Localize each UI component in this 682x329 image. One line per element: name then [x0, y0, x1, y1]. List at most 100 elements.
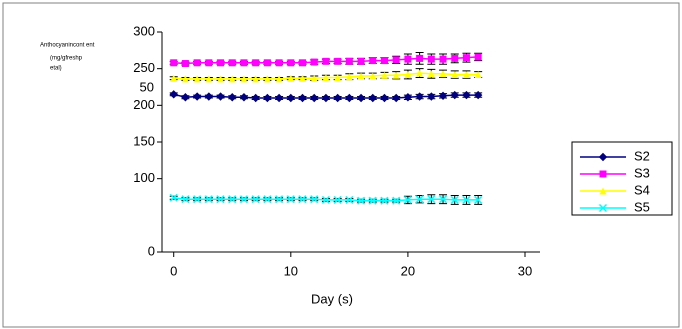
marker: [356, 93, 366, 103]
marker: [228, 59, 236, 67]
legend-label: S5: [634, 199, 650, 214]
marker: [416, 54, 424, 62]
y-tick-label: 300: [133, 23, 155, 38]
marker: [380, 93, 389, 103]
marker: [310, 93, 319, 103]
marker: [286, 195, 295, 204]
marker: [240, 59, 248, 67]
marker: [404, 55, 412, 63]
marker: [204, 92, 214, 101]
marker: [287, 59, 295, 67]
marker: [251, 195, 260, 204]
marker: [345, 195, 354, 204]
marker: [599, 187, 607, 195]
marker: [251, 93, 260, 103]
marker: [287, 74, 295, 82]
marker: [169, 193, 178, 202]
marker: [205, 75, 213, 83]
marker: [298, 195, 307, 204]
annotation: 50: [140, 79, 154, 94]
marker: [345, 93, 354, 103]
marker: [204, 195, 213, 204]
marker: [598, 203, 608, 213]
marker: [193, 75, 201, 83]
marker: [369, 57, 377, 65]
legend-label: S2: [634, 148, 650, 163]
marker: [181, 75, 189, 83]
y-tick-label: 200: [133, 97, 155, 112]
marker: [392, 196, 401, 205]
marker: [451, 71, 459, 79]
y-axis-label: Anthocyanincont ent: [40, 43, 95, 49]
marker: [181, 195, 190, 204]
marker: [357, 72, 365, 80]
marker: [181, 93, 190, 102]
marker: [415, 92, 424, 101]
marker: [333, 93, 342, 103]
marker: [252, 59, 260, 67]
marker: [345, 73, 353, 81]
marker: [403, 195, 412, 204]
y-axis-label: etal): [50, 66, 62, 72]
y-tick-label: 250: [133, 60, 155, 75]
marker: [216, 195, 225, 204]
x-tick-label: 30: [518, 263, 532, 278]
marker: [217, 75, 225, 83]
marker: [462, 54, 470, 62]
marker: [322, 73, 330, 81]
marker: [598, 152, 608, 162]
marker: [275, 59, 283, 67]
marker: [170, 74, 178, 82]
marker: [228, 93, 237, 102]
marker: [321, 195, 330, 204]
marker: [474, 53, 482, 61]
marker: [205, 59, 213, 67]
marker: [404, 71, 412, 79]
y-tick-label: 100: [133, 170, 155, 185]
x-tick-label: 20: [401, 263, 415, 278]
marker: [275, 75, 283, 83]
marker: [462, 90, 471, 100]
marker: [392, 56, 400, 64]
marker: [415, 195, 424, 204]
marker: [239, 93, 249, 102]
marker: [345, 57, 353, 65]
y-axis-label: (mg/gfreshp: [50, 56, 83, 62]
marker: [380, 57, 388, 65]
legend-label: S3: [634, 165, 650, 180]
marker: [286, 93, 296, 103]
y-tick-label: 0: [148, 243, 155, 258]
marker: [380, 71, 388, 79]
marker: [263, 75, 271, 83]
marker: [299, 74, 307, 82]
marker: [275, 195, 284, 204]
marker: [193, 195, 202, 204]
marker: [263, 93, 272, 103]
x-tick-label: 0: [170, 263, 177, 278]
marker: [439, 70, 447, 78]
marker: [216, 92, 225, 101]
marker: [310, 195, 319, 204]
marker: [334, 73, 342, 81]
marker: [403, 93, 413, 102]
marker: [322, 57, 330, 65]
marker: [427, 55, 435, 63]
marker: [368, 196, 377, 205]
marker: [228, 75, 236, 83]
marker: [474, 71, 482, 79]
marker: [451, 54, 459, 62]
marker: [334, 57, 342, 65]
marker: [192, 92, 202, 101]
marker: [263, 59, 271, 67]
marker: [310, 74, 318, 82]
marker: [321, 93, 331, 103]
marker: [427, 92, 436, 101]
marker: [252, 75, 260, 83]
marker: [274, 93, 284, 103]
marker: [599, 170, 607, 178]
marker: [450, 90, 459, 100]
marker: [357, 57, 365, 65]
y-tick-label: 150: [133, 133, 155, 148]
marker: [427, 70, 435, 78]
